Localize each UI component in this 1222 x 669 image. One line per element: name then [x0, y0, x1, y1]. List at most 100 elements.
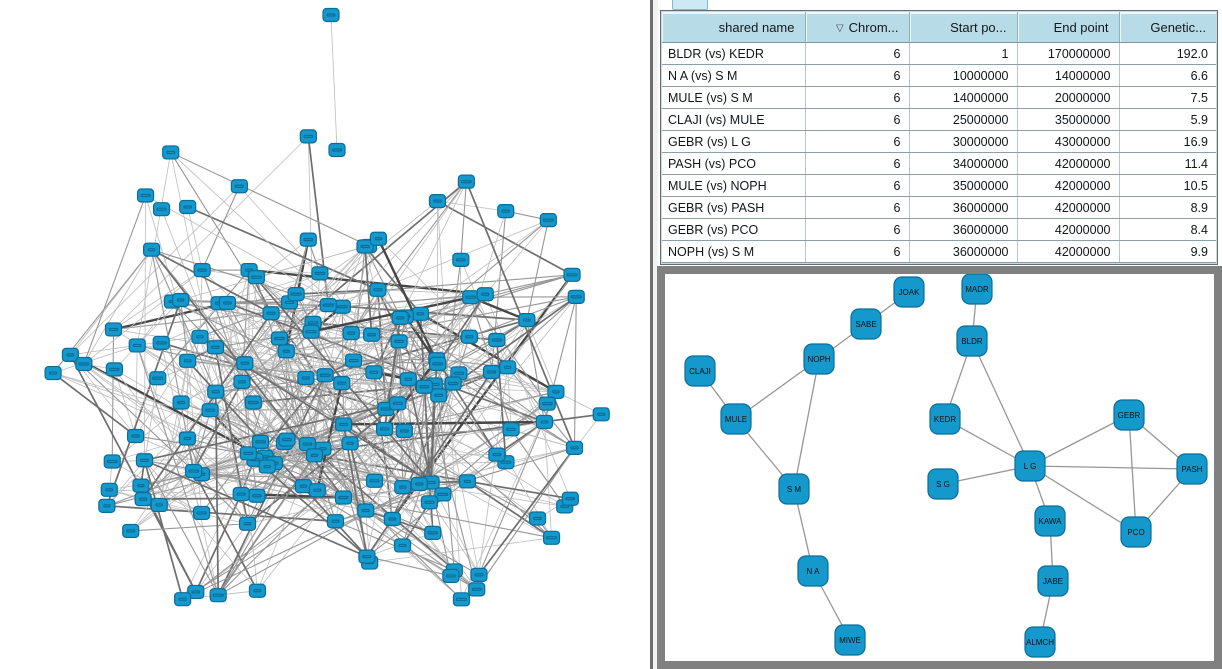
network-node[interactable] [162, 145, 180, 160]
overview-node-mule[interactable]: MULE [720, 403, 752, 435]
overview-node-n-a[interactable]: N A [797, 555, 829, 587]
network-node[interactable] [233, 374, 251, 389]
network-node[interactable] [470, 567, 488, 582]
network-node[interactable] [122, 523, 140, 539]
table-cell[interactable]: GEBR (vs) PCO [662, 218, 806, 241]
network-node[interactable] [207, 384, 225, 399]
column-header-shared-name[interactable]: shared name [662, 12, 806, 43]
network-node[interactable] [326, 514, 345, 529]
overview-node-pco[interactable]: PCO [1120, 516, 1152, 548]
network-node[interactable] [105, 362, 123, 377]
overview-node-claji[interactable]: CLAJI [684, 355, 716, 387]
overview-node-madr[interactable]: MADR [961, 274, 993, 305]
network-node[interactable] [567, 289, 585, 304]
network-node[interactable] [174, 592, 192, 607]
network-node[interactable] [98, 498, 116, 514]
network-node[interactable] [452, 592, 471, 607]
table-cell[interactable]: 6 [805, 196, 910, 219]
table-cell[interactable]: 9.9 [1119, 240, 1216, 263]
table-tab[interactable] [672, 0, 708, 10]
network-node[interactable] [482, 364, 501, 380]
network-node[interactable] [415, 379, 433, 394]
network-node[interactable] [218, 295, 237, 311]
network-node[interactable] [497, 204, 515, 219]
network-node[interactable] [44, 365, 62, 381]
network-node[interactable] [430, 388, 448, 403]
network-node[interactable] [103, 454, 121, 469]
table-cell[interactable]: 14000000 [909, 86, 1018, 109]
network-node[interactable] [270, 331, 289, 346]
network-node[interactable] [394, 480, 412, 495]
table-cell[interactable]: 42000000 [1017, 174, 1120, 197]
table-cell[interactable]: 6.6 [1119, 64, 1216, 87]
network-node[interactable] [444, 376, 462, 391]
network-node[interactable] [344, 353, 363, 368]
network-node[interactable] [179, 353, 197, 368]
network-node[interactable] [299, 232, 317, 247]
overview-node-l-g[interactable]: L G [1014, 450, 1046, 482]
table-row[interactable]: GEBR (vs) PCO 6 36000000 42000000 8.4 [662, 218, 1216, 241]
network-node[interactable] [305, 448, 324, 463]
table-cell[interactable]: 6 [805, 108, 910, 131]
table-cell[interactable]: 6 [805, 218, 910, 241]
overview-node-gebr[interactable]: GEBR [1113, 399, 1145, 431]
table-cell[interactable]: 35000000 [1017, 108, 1120, 131]
network-node[interactable] [420, 495, 439, 510]
column-header-genetic[interactable]: Genetic... [1119, 12, 1216, 43]
network-node[interactable] [391, 310, 409, 325]
network-node[interactable] [152, 335, 170, 350]
filter-icon[interactable]: ▽ [835, 22, 844, 34]
table-cell[interactable]: 7.5 [1119, 86, 1216, 109]
network-node[interactable] [100, 482, 118, 497]
table-cell[interactable]: 8.4 [1119, 218, 1216, 241]
network-node[interactable] [61, 347, 79, 362]
table-cell[interactable]: 170000000 [1017, 42, 1120, 65]
table-cell[interactable]: NOPH (vs) S M [662, 240, 806, 263]
table-cell[interactable]: MULE (vs) NOPH [662, 174, 806, 197]
overview-edge[interactable] [1029, 414, 1130, 467]
network-node[interactable] [357, 503, 375, 518]
network-node[interactable] [277, 344, 295, 359]
network-node[interactable] [134, 492, 152, 507]
network-node[interactable] [399, 372, 417, 387]
overview-edge[interactable] [1029, 465, 1137, 533]
panel-divider[interactable] [650, 0, 653, 669]
network-node[interactable] [592, 407, 610, 422]
network-node[interactable] [538, 396, 556, 411]
table-cell[interactable]: 10000000 [909, 64, 1018, 87]
network-node[interactable] [192, 505, 211, 521]
network-node[interactable] [201, 403, 219, 418]
network-node[interactable] [395, 423, 413, 439]
table-cell[interactable]: 5.9 [1119, 108, 1216, 131]
network-node[interactable] [542, 530, 561, 545]
network-node[interactable] [322, 7, 340, 23]
network-node[interactable] [383, 511, 401, 527]
network-node[interactable] [334, 417, 353, 432]
network-node[interactable] [458, 474, 477, 489]
main-network-canvas[interactable] [0, 0, 650, 669]
table-cell[interactable]: 8.9 [1119, 196, 1216, 219]
overview-node-miwe[interactable]: MIWE [834, 624, 866, 656]
network-node[interactable] [239, 446, 257, 461]
table-cell[interactable]: BLDR (vs) KEDR [662, 42, 806, 65]
network-node[interactable] [488, 447, 506, 462]
table-cell[interactable]: 36000000 [909, 240, 1018, 263]
table-cell[interactable]: 6 [805, 152, 910, 175]
network-node[interactable] [128, 338, 146, 353]
table-cell[interactable]: 6 [805, 64, 910, 87]
table-cell[interactable]: 6 [805, 42, 910, 65]
network-node[interactable] [135, 453, 154, 468]
table-cell[interactable]: 192.0 [1119, 42, 1216, 65]
overview-node-jabe[interactable]: JABE [1037, 565, 1069, 597]
network-node[interactable] [563, 267, 581, 282]
network-node[interactable] [251, 434, 270, 449]
table-cell[interactable]: 30000000 [909, 130, 1018, 153]
network-node[interactable] [424, 525, 442, 541]
network-node[interactable] [535, 414, 554, 430]
network-node[interactable] [132, 478, 150, 493]
table-cell[interactable]: 11.4 [1119, 152, 1216, 175]
overview-edge[interactable] [793, 358, 820, 490]
table-cell[interactable]: MULE (vs) S M [662, 86, 806, 109]
network-node[interactable] [389, 396, 407, 411]
network-node[interactable] [209, 588, 227, 603]
